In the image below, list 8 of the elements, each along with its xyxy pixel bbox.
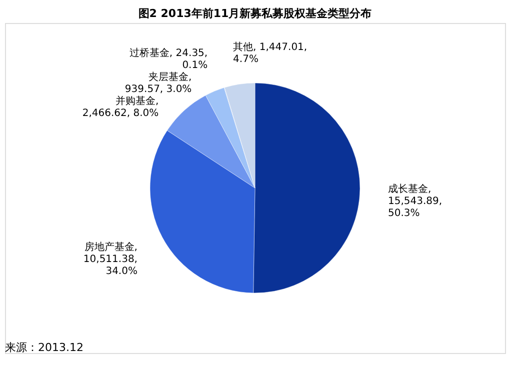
slice-label: 夹层基金, 939.57, 3.0% xyxy=(124,70,192,95)
slice-label: 过桥基金, 24.35, 0.1% xyxy=(129,46,208,71)
slice-label: 其他, 1,447.01, 4.7% xyxy=(233,41,308,66)
slice-label: 成长基金, 15,543.89, 50.3% xyxy=(388,182,442,219)
source-note: 来源：2013.12 xyxy=(5,341,84,354)
slice-label: 并购基金, 2,466.62, 8.0% xyxy=(82,94,159,119)
slice-label: 房地产基金, 10,511.38, 34.0% xyxy=(83,241,138,278)
chart-title: 图2 2013年前11月新募私募股权基金类型分布 xyxy=(138,7,372,20)
